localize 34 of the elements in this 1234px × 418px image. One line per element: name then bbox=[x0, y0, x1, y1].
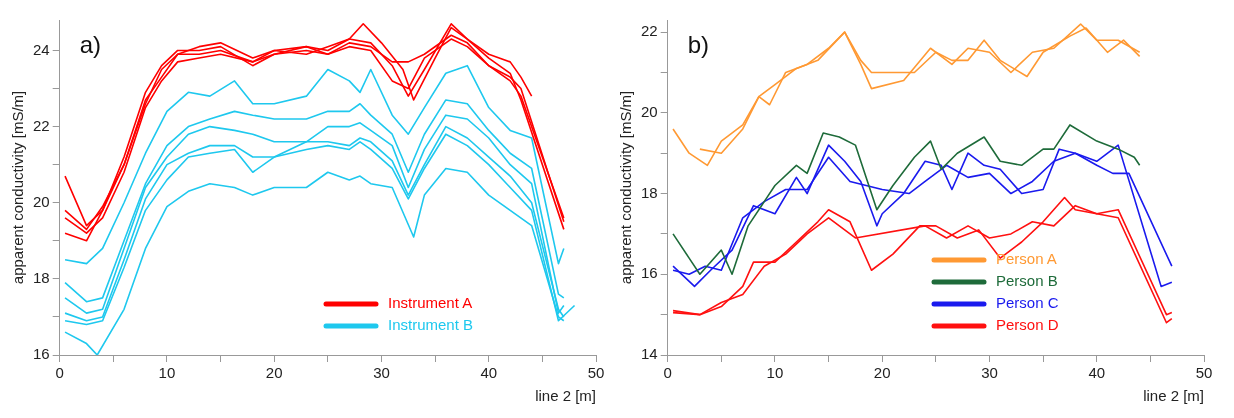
x-axis-title: line 2 [m] bbox=[1143, 387, 1204, 405]
x-tick-label: 10 bbox=[766, 364, 784, 382]
legend-label: Instrument B bbox=[388, 316, 474, 334]
x-tick-label: 0 bbox=[55, 364, 64, 382]
x-tick-label: 50 bbox=[1195, 364, 1213, 382]
y-tick-label: 14 bbox=[641, 345, 658, 363]
y-tick-label: 18 bbox=[33, 269, 50, 286]
x-tick-label: 40 bbox=[1088, 364, 1106, 382]
legend-label: Instrument A bbox=[388, 294, 473, 312]
y-tick-label: 22 bbox=[33, 116, 50, 134]
legend-label: Person C bbox=[996, 294, 1059, 312]
annotation: a) bbox=[79, 30, 102, 58]
y-tick-label: 22 bbox=[641, 22, 658, 40]
y-axis-title: apparent conductivity [mS/m] bbox=[9, 90, 27, 285]
legend-label: Person A bbox=[996, 250, 1057, 268]
x-tick-label: 30 bbox=[981, 364, 998, 382]
y-tick-label: 16 bbox=[641, 264, 658, 282]
legend-label: Person B bbox=[996, 272, 1058, 290]
x-tick-label: 0 bbox=[663, 364, 672, 382]
y-tick-label: 16 bbox=[33, 345, 50, 363]
legend-label: Person D bbox=[996, 316, 1059, 334]
x-tick-label: 10 bbox=[158, 364, 176, 382]
y-tick-label: 24 bbox=[33, 40, 50, 58]
x-tick-label: 30 bbox=[373, 364, 390, 382]
y-tick-label: 18 bbox=[641, 183, 658, 201]
x-tick-label: 20 bbox=[265, 364, 283, 382]
annotation: b) bbox=[687, 30, 710, 58]
x-tick-label: 40 bbox=[480, 364, 498, 382]
x-tick-label: 50 bbox=[587, 364, 605, 382]
y-axis-title: apparent conductivity [mS/m] bbox=[617, 90, 635, 285]
y-tick-label: 20 bbox=[641, 102, 658, 120]
x-tick-label: 20 bbox=[873, 364, 891, 382]
y-tick-label: 20 bbox=[33, 192, 50, 210]
x-axis-title: line 2 [m] bbox=[535, 387, 596, 405]
